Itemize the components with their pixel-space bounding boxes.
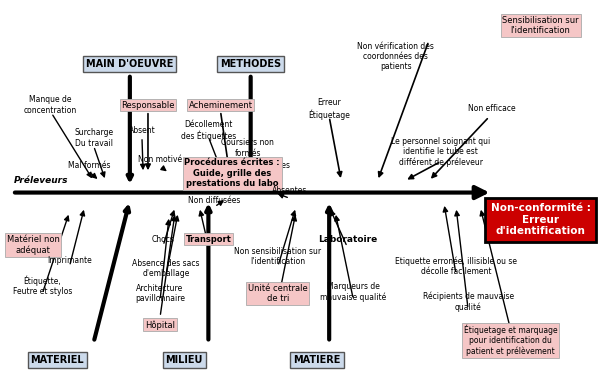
Text: Etiquette erronée, illisible ou se
décolle facilement: Etiquette erronée, illisible ou se décol… — [395, 256, 517, 277]
Text: Imprimante: Imprimante — [47, 256, 92, 265]
Text: Non-conformité :
Erreur
d'identification: Non-conformité : Erreur d'identification — [490, 203, 591, 237]
Text: Transport: Transport — [185, 235, 231, 244]
Text: MATIERE: MATIERE — [294, 355, 341, 365]
Text: MATERIEL: MATERIEL — [31, 355, 84, 365]
Text: Le personnel soignant qui
identifie le tube est
différent de préleveur: Le personnel soignant qui identifie le t… — [391, 137, 490, 167]
Text: Mal formés: Mal formés — [68, 161, 111, 170]
Text: Absent: Absent — [129, 126, 155, 135]
Text: Acheminement: Acheminement — [188, 100, 252, 110]
Text: Unité centrale
de tri: Unité centrale de tri — [248, 284, 307, 303]
Text: Non vérification des
coordonnées des
patients: Non vérification des coordonnées des pat… — [357, 42, 434, 71]
Text: Décollement
des Étiquettes: Décollement des Étiquettes — [181, 120, 236, 141]
Text: Sensibilisation sur
l'identification: Sensibilisation sur l'identification — [503, 16, 579, 35]
Text: Responsable: Responsable — [121, 100, 175, 110]
Text: Non motivé: Non motivé — [138, 155, 182, 164]
Text: Hôpital: Hôpital — [145, 320, 175, 329]
Text: Non sensibilisation sur
l'identification: Non sensibilisation sur l'identification — [234, 247, 321, 266]
Text: Étiquetage et marquage
pour identification du
patient et prélèvement: Étiquetage et marquage pour identificati… — [463, 324, 557, 356]
Text: Manque de
concentration: Manque de concentration — [24, 95, 77, 115]
Text: Marqueurs de
mauvaise qualité: Marqueurs de mauvaise qualité — [320, 282, 387, 302]
Text: METHODES: METHODES — [220, 59, 281, 69]
Text: Laboratoire: Laboratoire — [318, 235, 377, 244]
Text: Absentes: Absentes — [272, 186, 307, 195]
Text: Surcharge
Du travail: Surcharge Du travail — [74, 128, 113, 148]
Text: Erreur
Étiquetage: Erreur Étiquetage — [308, 98, 350, 119]
Text: Architecture
pavillonnaire: Architecture pavillonnaire — [135, 284, 185, 303]
Text: Absence des sacs
d'emballage: Absence des sacs d'emballage — [132, 259, 200, 278]
Text: Procédures écrites :
Guide, grille des
prestations du labo: Procédures écrites : Guide, grille des p… — [184, 158, 280, 188]
Text: Coursiers non
formés: Coursiers non formés — [221, 138, 274, 158]
Text: Préleveurs: Préleveurs — [14, 176, 68, 186]
Text: Récipients de mauvaise
qualité: Récipients de mauvaise qualité — [423, 291, 513, 312]
Text: Matériel non
adéquat: Matériel non adéquat — [7, 235, 60, 255]
Text: Mal rédigées: Mal rédigées — [241, 161, 291, 170]
Text: Non diffusées: Non diffusées — [188, 196, 240, 205]
Text: MILIEU: MILIEU — [165, 355, 203, 365]
Text: Non efficace: Non efficace — [469, 104, 516, 114]
Text: Étiquette,
Feutre et stylos: Étiquette, Feutre et stylos — [13, 275, 72, 296]
Text: MAIN D'OEUVRE: MAIN D'OEUVRE — [86, 59, 173, 69]
Text: Chocs: Chocs — [152, 235, 175, 244]
